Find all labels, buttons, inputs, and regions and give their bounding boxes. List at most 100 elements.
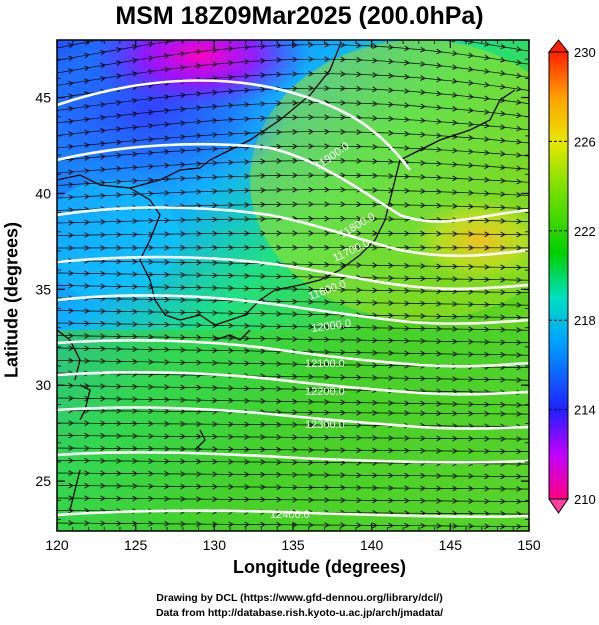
wind-arrow (292, 447, 298, 453)
wind-arrow (196, 188, 202, 195)
wind-arrow (244, 73, 250, 79)
wind-arrow (148, 123, 154, 129)
wind-arrow (420, 75, 426, 81)
wind-arrow (372, 410, 378, 416)
wind-arrow (228, 244, 234, 251)
wind-arrow (516, 314, 522, 321)
wind-arrow (132, 308, 138, 315)
wind-arrow (340, 114, 346, 121)
wind-arrow (324, 459, 330, 466)
contour-line (57, 406, 529, 430)
wind-arrow (388, 262, 394, 269)
wind-arrow (452, 203, 458, 209)
colorbar-tick-label: 210 (574, 492, 596, 507)
wind-arrow (436, 245, 442, 251)
wind-arrow (516, 289, 522, 296)
wind-arrow (436, 40, 438, 41)
wind-arrow (196, 161, 202, 167)
wind-arrow (132, 151, 138, 157)
wind-arrow (196, 284, 202, 291)
wind-arrow (276, 484, 282, 490)
wind-arrow (132, 408, 138, 414)
wind-arrow (148, 483, 154, 489)
wind-arrow (372, 485, 378, 491)
streamline (57, 73, 529, 99)
wind-arrow (164, 396, 170, 403)
contour-label: 12300.0 (305, 419, 345, 431)
wind-arrow (308, 41, 314, 48)
wind-arrow (148, 55, 154, 61)
streamline (57, 232, 529, 236)
wind-arrow (388, 472, 394, 479)
wind-arrow (116, 258, 122, 265)
wind-arrow (68, 270, 74, 276)
colorbar-tick-label: 230 (574, 45, 596, 60)
wind-arrow (180, 471, 186, 477)
wind-arrow (468, 93, 474, 100)
wind-arrow (164, 66, 170, 73)
wind-arrow (324, 374, 330, 380)
wind-arrow (132, 296, 138, 302)
wind-arrow (100, 49, 106, 56)
wind-arrow (261, 535, 265, 540)
wind-arrow (148, 190, 154, 197)
wind-arrow (516, 411, 522, 417)
wind-arrow (356, 337, 362, 343)
x-tick-label: 130 (203, 537, 227, 553)
wind-arrow (116, 218, 122, 225)
wind-arrow (436, 338, 442, 345)
wind-arrow (340, 409, 346, 416)
wind-arrow (100, 153, 106, 160)
colorbar-tick-label: 226 (574, 134, 596, 149)
wind-arrow (308, 374, 314, 380)
wind-arrow (196, 297, 202, 303)
wind-arrow (228, 521, 234, 528)
wind-arrow (452, 313, 458, 320)
wind-arrow (404, 497, 410, 504)
wind-arrow (356, 435, 362, 441)
contour-line (57, 509, 529, 519)
wind-arrow (372, 216, 378, 222)
wind-arrow (325, 535, 329, 540)
wind-arrow (452, 498, 458, 504)
wind-arrow (324, 230, 330, 236)
wind-arrow (500, 436, 506, 442)
wind-arrow (452, 147, 458, 154)
wind-arrow (516, 72, 522, 79)
wind-arrow (180, 272, 186, 278)
wind-arrow (404, 145, 410, 151)
wind-arrow (500, 43, 506, 50)
wind-arrow (324, 399, 330, 405)
wind-arrow (180, 284, 186, 291)
wind-arrow (484, 351, 490, 358)
wind-arrow (292, 85, 298, 92)
wind-arrow (308, 522, 314, 528)
wind-arrow (292, 459, 298, 466)
wind-arrow (308, 459, 314, 466)
wind-arrow (180, 408, 186, 415)
wind-arrow (452, 301, 458, 307)
wind-arrow (484, 122, 490, 129)
wind-arrow (196, 347, 202, 353)
wind-arrow (148, 420, 154, 427)
wind-arrow (84, 432, 90, 439)
wind-arrow (260, 335, 266, 342)
wind-arrow (148, 495, 154, 502)
wind-arrow (181, 534, 185, 539)
wind-arrow (452, 473, 458, 479)
wind-arrow (148, 321, 154, 328)
wind-arrow (116, 34, 121, 39)
wind-arrow (116, 245, 122, 251)
wind-arrow (116, 73, 122, 80)
wind-arrow (372, 325, 378, 331)
wind-arrow (404, 17, 409, 22)
wind-arrow (308, 172, 314, 178)
wind-arrow (420, 174, 426, 180)
wind-arrow (212, 397, 218, 404)
wind-arrow (212, 272, 218, 279)
wind-arrow (308, 336, 314, 343)
wind-arrow (244, 484, 250, 490)
wind-arrow (484, 95, 490, 102)
wind-arrow (260, 129, 266, 136)
wind-arrow (276, 459, 282, 465)
